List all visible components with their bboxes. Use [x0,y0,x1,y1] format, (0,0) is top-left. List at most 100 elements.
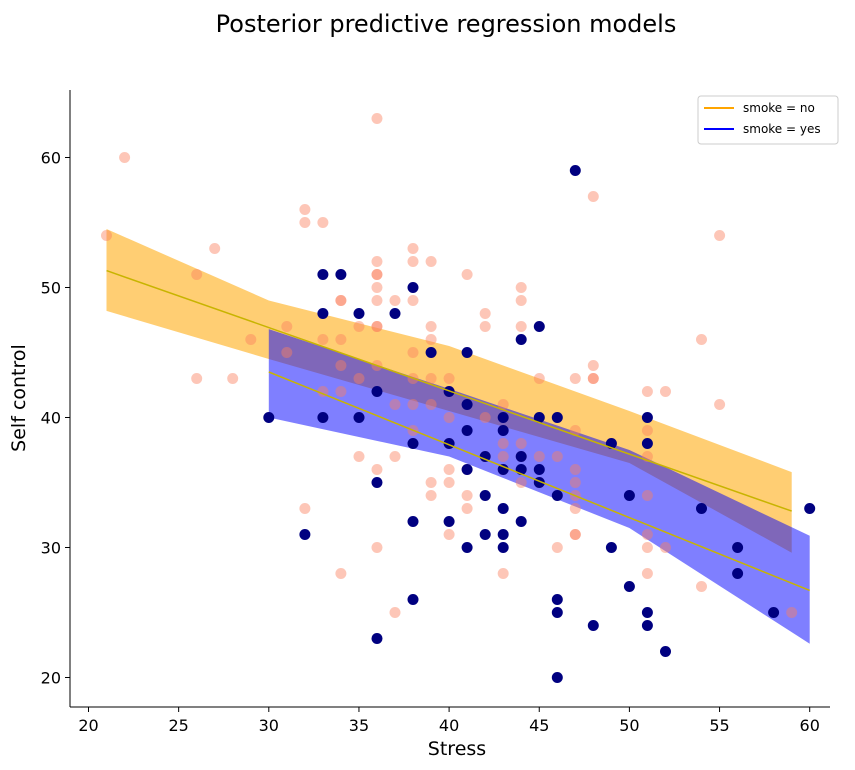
point-series-0-18 [335,360,347,371]
point-series-0-12 [317,217,329,228]
point-series-0-10 [299,217,311,228]
point-series-1-40 [533,464,545,475]
point-series-0-110 [714,399,726,410]
point-series-1-14 [407,516,419,527]
point-series-1-57 [660,646,671,657]
point-series-0-31 [371,321,383,332]
point-series-0-92 [569,529,581,540]
point-series-0-53 [443,373,455,384]
point-series-0-21 [353,321,365,332]
point-series-0-20 [335,568,347,579]
point-series-1-59 [732,542,744,553]
point-series-0-108 [696,581,707,592]
x-tick-label-40: 40 [439,716,459,735]
point-series-1-25 [479,451,491,462]
point-series-0-4 [209,243,221,254]
point-series-1-28 [497,412,509,423]
point-series-0-13 [317,334,329,345]
x-tick-label-35: 35 [349,716,369,735]
point-series-0-27 [371,269,383,280]
point-series-1-24 [461,542,473,553]
point-series-0-29 [371,295,383,306]
point-series-0-99 [641,425,653,436]
point-series-1-48 [587,620,599,631]
point-series-0-28 [371,282,383,293]
y-tick-label-40: 40 [41,409,61,428]
point-series-0-5 [227,373,239,384]
point-series-1-4 [317,412,329,423]
point-series-0-64 [479,308,491,319]
point-series-1-52 [623,581,635,592]
point-series-0-51 [425,477,437,488]
point-series-0-94 [587,360,599,371]
point-series-0-30 [371,321,383,332]
point-series-1-43 [551,490,563,501]
point-series-0-80 [533,451,545,462]
point-series-0-83 [551,451,563,462]
point-series-0-36 [389,399,401,410]
point-series-1-34 [515,334,527,345]
point-series-1-19 [443,516,455,527]
point-series-1-56 [641,620,653,631]
point-series-1-29 [497,425,509,436]
point-series-0-65 [479,321,491,332]
y-tick-label-30: 30 [41,539,61,558]
data-points [101,113,816,683]
point-series-0-37 [389,451,401,462]
point-series-1-44 [551,594,563,605]
x-tick-label-30: 30 [259,716,279,735]
point-series-0-48 [425,334,437,345]
point-series-0-102 [641,529,653,540]
confidence-bands [106,229,810,644]
point-series-1-15 [407,594,419,605]
legend: smoke = no smoke = yes [697,95,839,145]
axes [69,90,830,708]
point-series-0-72 [497,568,509,579]
x-ticks: 20 25 30 35 40 45 50 55 60 [78,707,820,735]
point-series-0-88 [569,477,581,488]
point-series-0-86 [569,425,581,436]
point-series-0-74 [515,295,527,306]
point-series-0-17 [335,334,347,345]
legend-label-smoke-yes: smoke = yes [743,122,821,136]
point-series-0-101 [641,490,653,501]
y-ticks: 20 30 40 50 60 [41,149,70,688]
point-series-0-111 [786,607,798,618]
point-series-1-7 [353,412,365,423]
point-series-0-22 [353,373,365,384]
x-tick-label-45: 45 [529,716,549,735]
point-series-0-106 [660,542,671,553]
point-series-0-107 [696,334,707,345]
point-series-0-42 [407,347,419,358]
point-series-0-96 [587,373,599,384]
point-series-1-12 [407,282,419,293]
point-series-0-41 [407,295,419,306]
regression-lines [106,269,810,592]
point-series-0-39 [407,243,419,254]
point-series-0-105 [660,386,671,397]
point-series-1-13 [407,438,419,449]
point-series-1-42 [551,412,563,423]
point-series-0-57 [443,464,455,475]
x-tick-label-60: 60 [800,716,820,735]
point-series-1-6 [353,308,365,319]
point-series-1-1 [299,529,311,540]
point-series-1-26 [479,490,491,501]
point-series-0-66 [479,412,491,423]
point-series-1-30 [497,464,509,475]
point-series-1-47 [569,165,581,176]
point-series-1-8 [371,386,383,397]
point-series-0-15 [335,295,347,306]
point-series-0-52 [425,490,437,501]
x-tick-label-25: 25 [168,716,188,735]
point-series-1-55 [641,607,653,618]
point-series-0-9 [299,204,311,215]
point-series-0-33 [371,464,383,475]
point-series-0-69 [497,438,509,449]
point-series-0-24 [371,113,383,124]
point-series-0-60 [461,269,473,280]
y-tick-label-20: 20 [41,669,61,688]
legend-label-smoke-no: smoke = no [743,101,815,115]
point-series-0-70 [497,451,509,462]
point-series-0-59 [443,529,455,540]
